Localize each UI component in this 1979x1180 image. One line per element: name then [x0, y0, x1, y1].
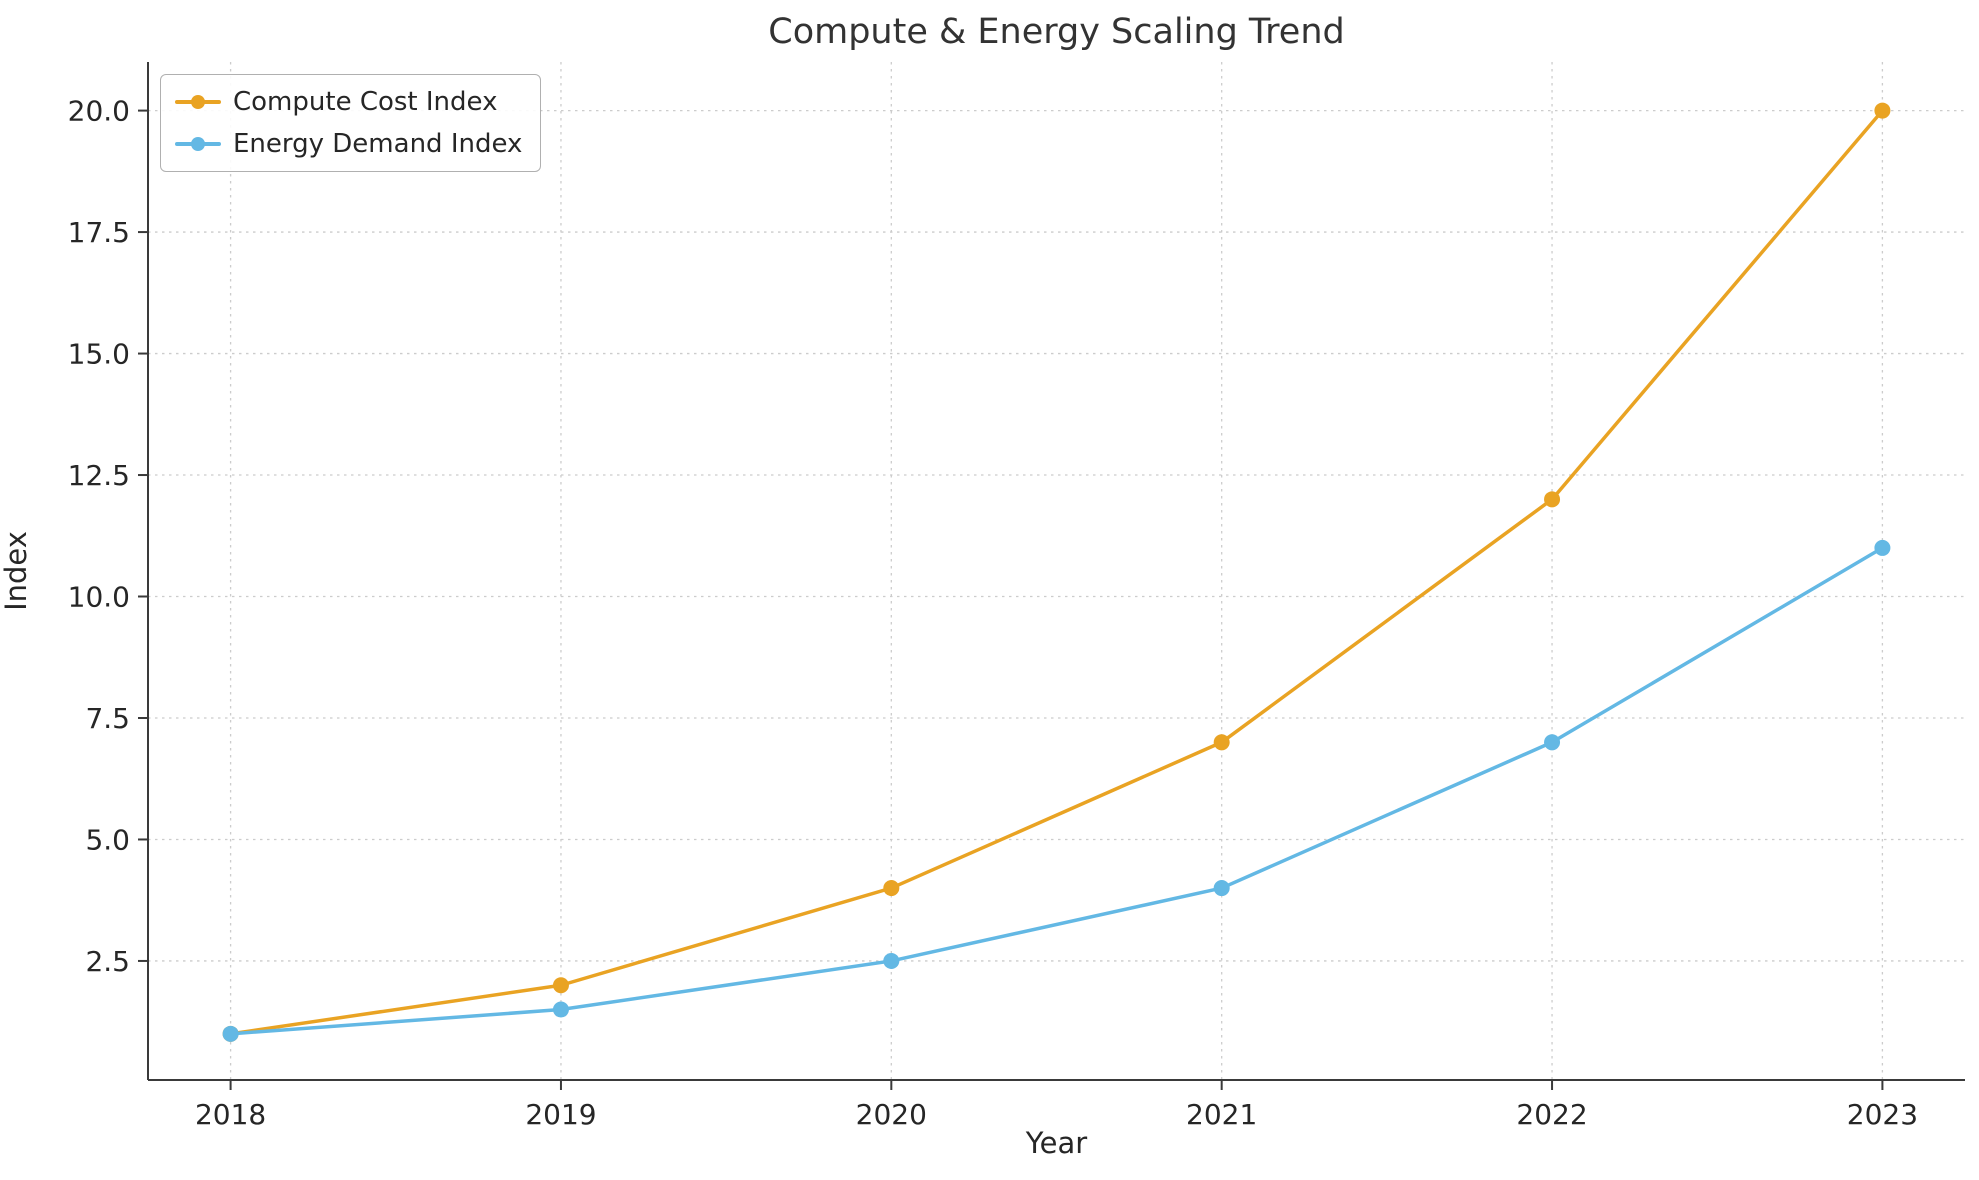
- svg-text:20.0: 20.0: [68, 95, 130, 128]
- svg-text:15.0: 15.0: [68, 338, 130, 371]
- svg-text:2023: 2023: [1847, 1098, 1918, 1131]
- legend: Compute Cost Index Energy Demand Index: [160, 74, 542, 172]
- svg-text:17.5: 17.5: [68, 216, 130, 249]
- y-axis-label: Index: [0, 531, 33, 611]
- legend-item-compute-cost: Compute Cost Index: [175, 87, 522, 117]
- x-axis-label: Year: [1025, 1126, 1088, 1160]
- svg-text:2021: 2021: [1186, 1098, 1257, 1131]
- legend-label-energy-demand: Energy Demand Index: [233, 129, 523, 159]
- svg-text:2.5: 2.5: [85, 945, 130, 978]
- svg-text:10.0: 10.0: [68, 581, 130, 614]
- legend-item-energy-demand: Energy Demand Index: [175, 129, 522, 159]
- svg-text:5.0: 5.0: [85, 823, 130, 856]
- legend-label-compute-cost: Compute Cost Index: [233, 87, 498, 117]
- svg-text:2019: 2019: [525, 1098, 596, 1131]
- svg-text:7.5: 7.5: [85, 702, 130, 735]
- svg-text:2022: 2022: [1516, 1098, 1587, 1131]
- svg-text:2018: 2018: [195, 1098, 266, 1131]
- legend-marker-line-dot-icon: [175, 136, 221, 152]
- chart-title: Compute & Energy Scaling Trend: [768, 12, 1345, 52]
- legend-marker-line-dot-icon: [175, 94, 221, 110]
- svg-text:12.5: 12.5: [68, 459, 130, 492]
- svg-text:2020: 2020: [856, 1098, 927, 1131]
